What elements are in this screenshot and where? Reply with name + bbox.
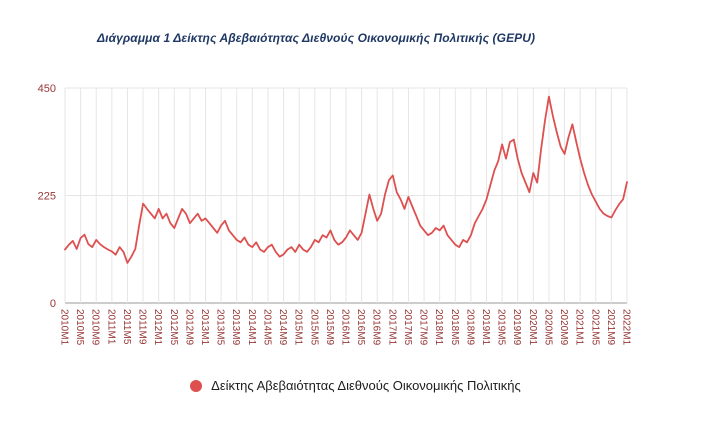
axis-labels: 0 225 450 2010M1 2010M5 2010M9 2011M1 2011M5 201… (38, 83, 632, 346)
x-tick-label: 2020M9 (558, 309, 569, 346)
x-tick-label: 2018M9 (464, 309, 475, 346)
x-tick-label: 2014M5 (261, 309, 272, 346)
x-tick-label: 2016M9 (371, 309, 382, 346)
x-tick-label: 2014M9 (277, 309, 288, 346)
x-tick-label: 2010M9 (90, 309, 101, 346)
chart-legend: Δείκτης Αβεβαιότητας Διεθνούς Οικονομική… (0, 378, 711, 393)
x-tick-label: 2011M1 (105, 309, 116, 345)
x-tick-label: 2015M5 (308, 309, 319, 346)
y-tick-label: 0 (50, 298, 56, 310)
x-tick-label: 2017M5 (402, 309, 413, 346)
x-tick-label: 2018M5 (449, 309, 460, 346)
x-tick-label: 2019M5 (496, 309, 507, 346)
x-tick-label: 2013M9 (230, 309, 241, 346)
x-tick-label: 2016M1 (340, 309, 351, 346)
y-tick-label: 450 (38, 83, 56, 95)
x-tick-label: 2017M1 (386, 309, 397, 346)
chart-title: Διάγραμμα 1 Δείκτης Αβεβαιότητας Διεθνού… (97, 31, 536, 45)
x-tick-label: 2012M9 (183, 309, 194, 346)
x-tick-label: 2010M1 (59, 309, 70, 346)
x-tick-label: 2011M5 (121, 309, 132, 345)
x-tick-label: 2011M9 (137, 309, 148, 345)
gridlines (64, 87, 628, 304)
x-tick-label: 2014M1 (246, 309, 257, 346)
x-tick-label: 2016M5 (355, 309, 366, 346)
x-tick-label: 2021M1 (574, 309, 585, 346)
x-tick-label: 2017M9 (418, 309, 429, 346)
x-tick-label: 2018M1 (433, 309, 444, 346)
x-tick-label: 2019M9 (511, 309, 522, 346)
x-tick-label: 2010M5 (74, 309, 85, 346)
x-tick-label: 2020M5 (542, 309, 553, 346)
x-tick-label: 2013M1 (199, 309, 210, 346)
x-tick-label: 2020M1 (527, 309, 538, 346)
x-tick-label: 2015M9 (324, 309, 335, 346)
x-tick-label: 2012M1 (152, 309, 163, 346)
x-tick-label: 2019M1 (480, 309, 491, 346)
x-tick-label: 2015M1 (293, 309, 304, 346)
y-tick-label: 225 (38, 191, 56, 203)
legend-marker-icon (190, 379, 203, 392)
legend-label: Δείκτης Αβεβαιότητας Διεθνούς Οικονομική… (211, 378, 521, 393)
x-tick-label: 2013M5 (215, 309, 226, 346)
x-tick-label: 2021M5 (589, 309, 600, 346)
x-tick-label: 2012M5 (168, 309, 179, 346)
x-tick-label: 2022M1 (621, 309, 632, 346)
gepu-line-series (64, 95, 628, 264)
x-tick-label: 2021M9 (605, 309, 616, 346)
